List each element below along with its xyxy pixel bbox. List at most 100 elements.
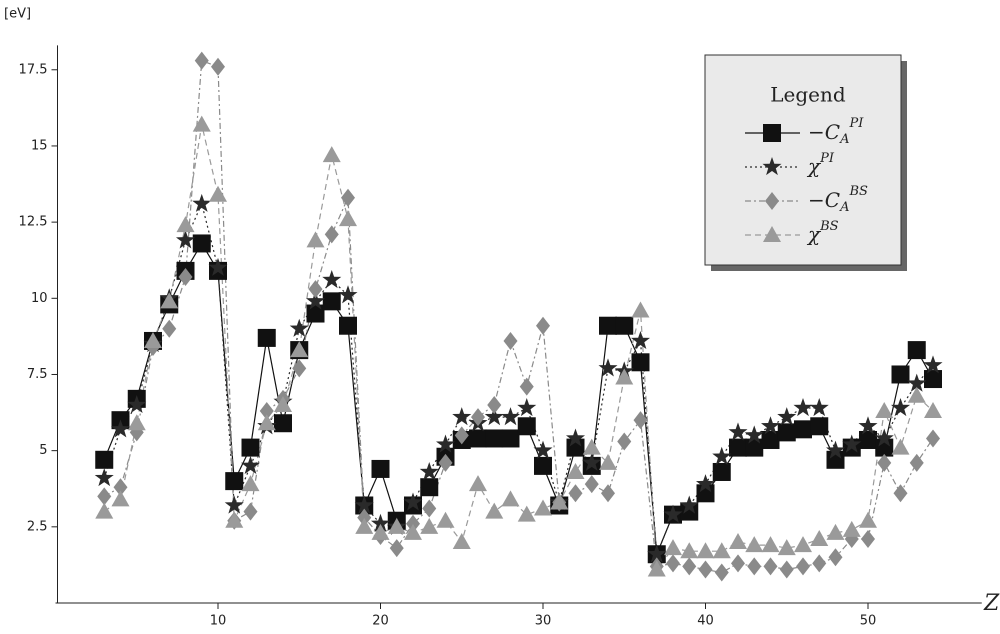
marker bbox=[761, 536, 780, 553]
marker bbox=[601, 484, 615, 503]
marker bbox=[501, 429, 520, 448]
marker bbox=[695, 474, 716, 493]
legend-label-part: −C bbox=[808, 120, 840, 144]
marker bbox=[810, 417, 829, 436]
marker bbox=[403, 492, 423, 511]
marker bbox=[633, 411, 648, 430]
marker bbox=[322, 270, 342, 289]
marker bbox=[796, 557, 810, 576]
y-tick-label: 7.5 bbox=[27, 367, 48, 382]
marker bbox=[127, 414, 146, 431]
marker bbox=[533, 440, 553, 459]
legend-marker bbox=[763, 124, 781, 142]
marker bbox=[454, 426, 469, 445]
marker bbox=[357, 508, 372, 527]
marker bbox=[712, 542, 731, 559]
marker bbox=[568, 484, 583, 503]
marker bbox=[877, 453, 892, 472]
marker bbox=[485, 429, 504, 448]
y-tick-label: 15 bbox=[31, 138, 48, 153]
marker bbox=[209, 185, 227, 202]
y-tick-label: 2.5 bbox=[27, 519, 48, 534]
marker bbox=[127, 394, 147, 414]
marker bbox=[907, 341, 926, 360]
marker bbox=[436, 511, 455, 528]
marker bbox=[257, 328, 276, 347]
marker bbox=[371, 523, 390, 540]
y-tick-label: 10 bbox=[31, 291, 48, 306]
marker bbox=[761, 430, 780, 449]
marker bbox=[225, 511, 244, 528]
marker bbox=[274, 414, 292, 433]
marker bbox=[809, 397, 829, 417]
marker bbox=[517, 505, 536, 522]
marker bbox=[777, 423, 796, 442]
legend-label-part: χ bbox=[806, 222, 822, 246]
marker bbox=[487, 395, 502, 414]
legend-marker bbox=[763, 226, 781, 242]
marker bbox=[389, 539, 404, 558]
marker bbox=[324, 225, 339, 244]
marker bbox=[419, 461, 439, 481]
marker bbox=[224, 495, 244, 514]
legend-label: −CABS bbox=[808, 184, 868, 215]
marker bbox=[647, 560, 666, 577]
marker bbox=[308, 280, 323, 299]
marker bbox=[566, 462, 585, 479]
marker bbox=[842, 520, 861, 537]
marker bbox=[747, 557, 762, 576]
marker bbox=[503, 331, 518, 350]
legend-label-part: BS bbox=[819, 219, 839, 234]
x-tick-label: 20 bbox=[372, 614, 389, 629]
marker bbox=[387, 517, 406, 534]
marker bbox=[712, 446, 732, 465]
marker bbox=[893, 484, 908, 503]
x-tick-label: 10 bbox=[210, 614, 227, 629]
marker bbox=[793, 397, 813, 417]
marker bbox=[875, 402, 894, 419]
marker bbox=[907, 373, 927, 392]
marker bbox=[241, 438, 260, 457]
marker bbox=[110, 419, 131, 438]
marker bbox=[485, 502, 504, 519]
marker bbox=[810, 530, 829, 547]
marker bbox=[630, 330, 651, 350]
marker bbox=[452, 407, 472, 426]
marker bbox=[598, 358, 618, 377]
marker bbox=[484, 407, 504, 426]
marker bbox=[745, 536, 764, 553]
marker bbox=[744, 425, 764, 444]
marker bbox=[631, 353, 650, 372]
marker bbox=[339, 210, 357, 227]
marker bbox=[211, 57, 225, 76]
marker bbox=[274, 395, 292, 412]
y-axis-label: [eV] bbox=[4, 7, 31, 22]
marker bbox=[354, 495, 374, 514]
marker bbox=[890, 397, 911, 417]
marker bbox=[536, 316, 550, 335]
marker bbox=[243, 502, 258, 521]
marker bbox=[192, 234, 211, 253]
marker bbox=[178, 267, 193, 286]
y-tick-label: 17.5 bbox=[19, 62, 48, 77]
marker bbox=[858, 416, 878, 435]
marker bbox=[924, 402, 942, 419]
marker bbox=[666, 554, 680, 573]
legend-label: −CAPI bbox=[808, 116, 864, 147]
marker bbox=[663, 504, 683, 523]
marker bbox=[208, 257, 228, 276]
marker bbox=[794, 420, 812, 439]
marker bbox=[779, 560, 794, 579]
marker bbox=[370, 513, 391, 532]
legend-label-part: PI bbox=[848, 116, 864, 131]
marker bbox=[584, 475, 599, 494]
marker bbox=[306, 231, 325, 248]
marker bbox=[289, 318, 309, 337]
marker bbox=[714, 563, 729, 582]
marker bbox=[501, 490, 520, 507]
marker bbox=[406, 514, 420, 533]
marker bbox=[812, 554, 827, 573]
legend-label-part: A bbox=[839, 200, 849, 215]
